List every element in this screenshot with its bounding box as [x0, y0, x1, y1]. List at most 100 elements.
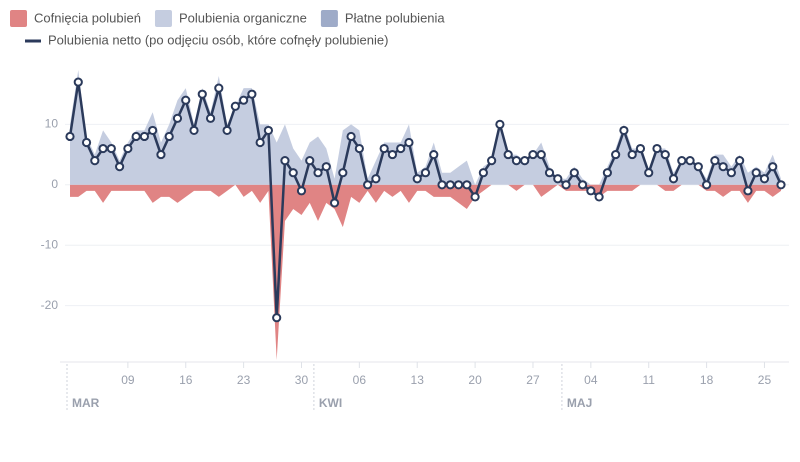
point [660, 149, 670, 160]
point [668, 174, 679, 184]
x-tick-label: 20 [468, 373, 482, 387]
y-tick-label: 10 [45, 117, 59, 131]
point [321, 162, 331, 172]
y-tick-label: -10 [41, 237, 59, 251]
point [239, 95, 249, 105]
point [511, 156, 522, 166]
point [677, 156, 687, 166]
point [156, 149, 166, 160]
point [106, 143, 116, 154]
point [288, 168, 298, 178]
point [73, 77, 83, 87]
month-label: MAR [72, 396, 100, 410]
point [255, 137, 265, 148]
month-label: MAJ [567, 396, 592, 410]
point [470, 192, 480, 202]
point [247, 89, 257, 99]
point [776, 180, 786, 190]
point [363, 180, 373, 190]
legend-label: Polubienia organiczne [179, 10, 307, 25]
x-tick-label: 27 [526, 373, 540, 387]
point [503, 149, 513, 160]
point [81, 137, 92, 148]
point [685, 156, 695, 166]
point [90, 156, 100, 166]
x-tick-label: 06 [353, 373, 367, 387]
point [412, 174, 422, 184]
point [313, 168, 323, 178]
point [429, 149, 439, 160]
y-tick-label: -20 [41, 298, 59, 312]
point [528, 149, 538, 160]
point [768, 162, 778, 172]
point [478, 168, 488, 178]
point [693, 162, 703, 172]
point [627, 149, 637, 160]
point [453, 180, 464, 190]
point [65, 131, 75, 142]
point [577, 180, 588, 190]
legend-swatch [10, 10, 27, 27]
x-tick-label: 04 [584, 373, 598, 387]
point [379, 143, 389, 154]
point [230, 101, 240, 111]
point [371, 174, 381, 184]
legend-label: Polubienia netto (po odjęciu osób, które… [48, 32, 388, 47]
point [644, 168, 654, 178]
point [586, 186, 596, 196]
point [346, 131, 356, 142]
x-tick-label: 23 [237, 373, 251, 387]
point [222, 125, 232, 136]
x-tick-label: 25 [758, 373, 772, 387]
point [718, 162, 728, 172]
month-label: KWI [319, 396, 342, 410]
point [329, 198, 340, 208]
point [569, 168, 579, 178]
point [561, 180, 571, 190]
x-tick-label: 09 [121, 373, 135, 387]
point [387, 149, 398, 160]
point [181, 95, 191, 105]
x-tick-label: 16 [179, 373, 193, 387]
y-tick-label: 0 [51, 177, 58, 191]
point [495, 119, 505, 129]
legend-label: Płatne polubienia [345, 10, 446, 25]
area [70, 184, 781, 360]
point [164, 131, 174, 142]
point [487, 156, 497, 166]
x-tick-label: 11 [642, 373, 655, 387]
point [272, 313, 282, 323]
point [710, 156, 720, 166]
point [553, 174, 563, 184]
point [189, 125, 199, 136]
point [652, 143, 662, 154]
point [445, 180, 455, 190]
point [205, 113, 216, 123]
point [726, 168, 736, 178]
point [263, 125, 274, 136]
point [98, 143, 108, 154]
point [131, 131, 141, 142]
point [305, 156, 315, 166]
point [462, 180, 472, 190]
point [115, 162, 125, 172]
point [520, 156, 530, 166]
point [404, 137, 414, 148]
point [123, 143, 133, 154]
point [148, 125, 158, 136]
legend-label: Cofnięcia polubień [34, 10, 141, 25]
point [420, 168, 431, 178]
point [172, 113, 183, 123]
point [602, 168, 612, 178]
point [197, 89, 207, 99]
point [735, 156, 745, 166]
legend-swatch [154, 10, 172, 27]
point [751, 168, 761, 178]
x-tick-label: 13 [411, 373, 425, 387]
point [338, 168, 348, 178]
point [759, 174, 770, 184]
point [139, 131, 150, 142]
point [354, 143, 364, 154]
x-tick-label: 30 [295, 373, 309, 387]
